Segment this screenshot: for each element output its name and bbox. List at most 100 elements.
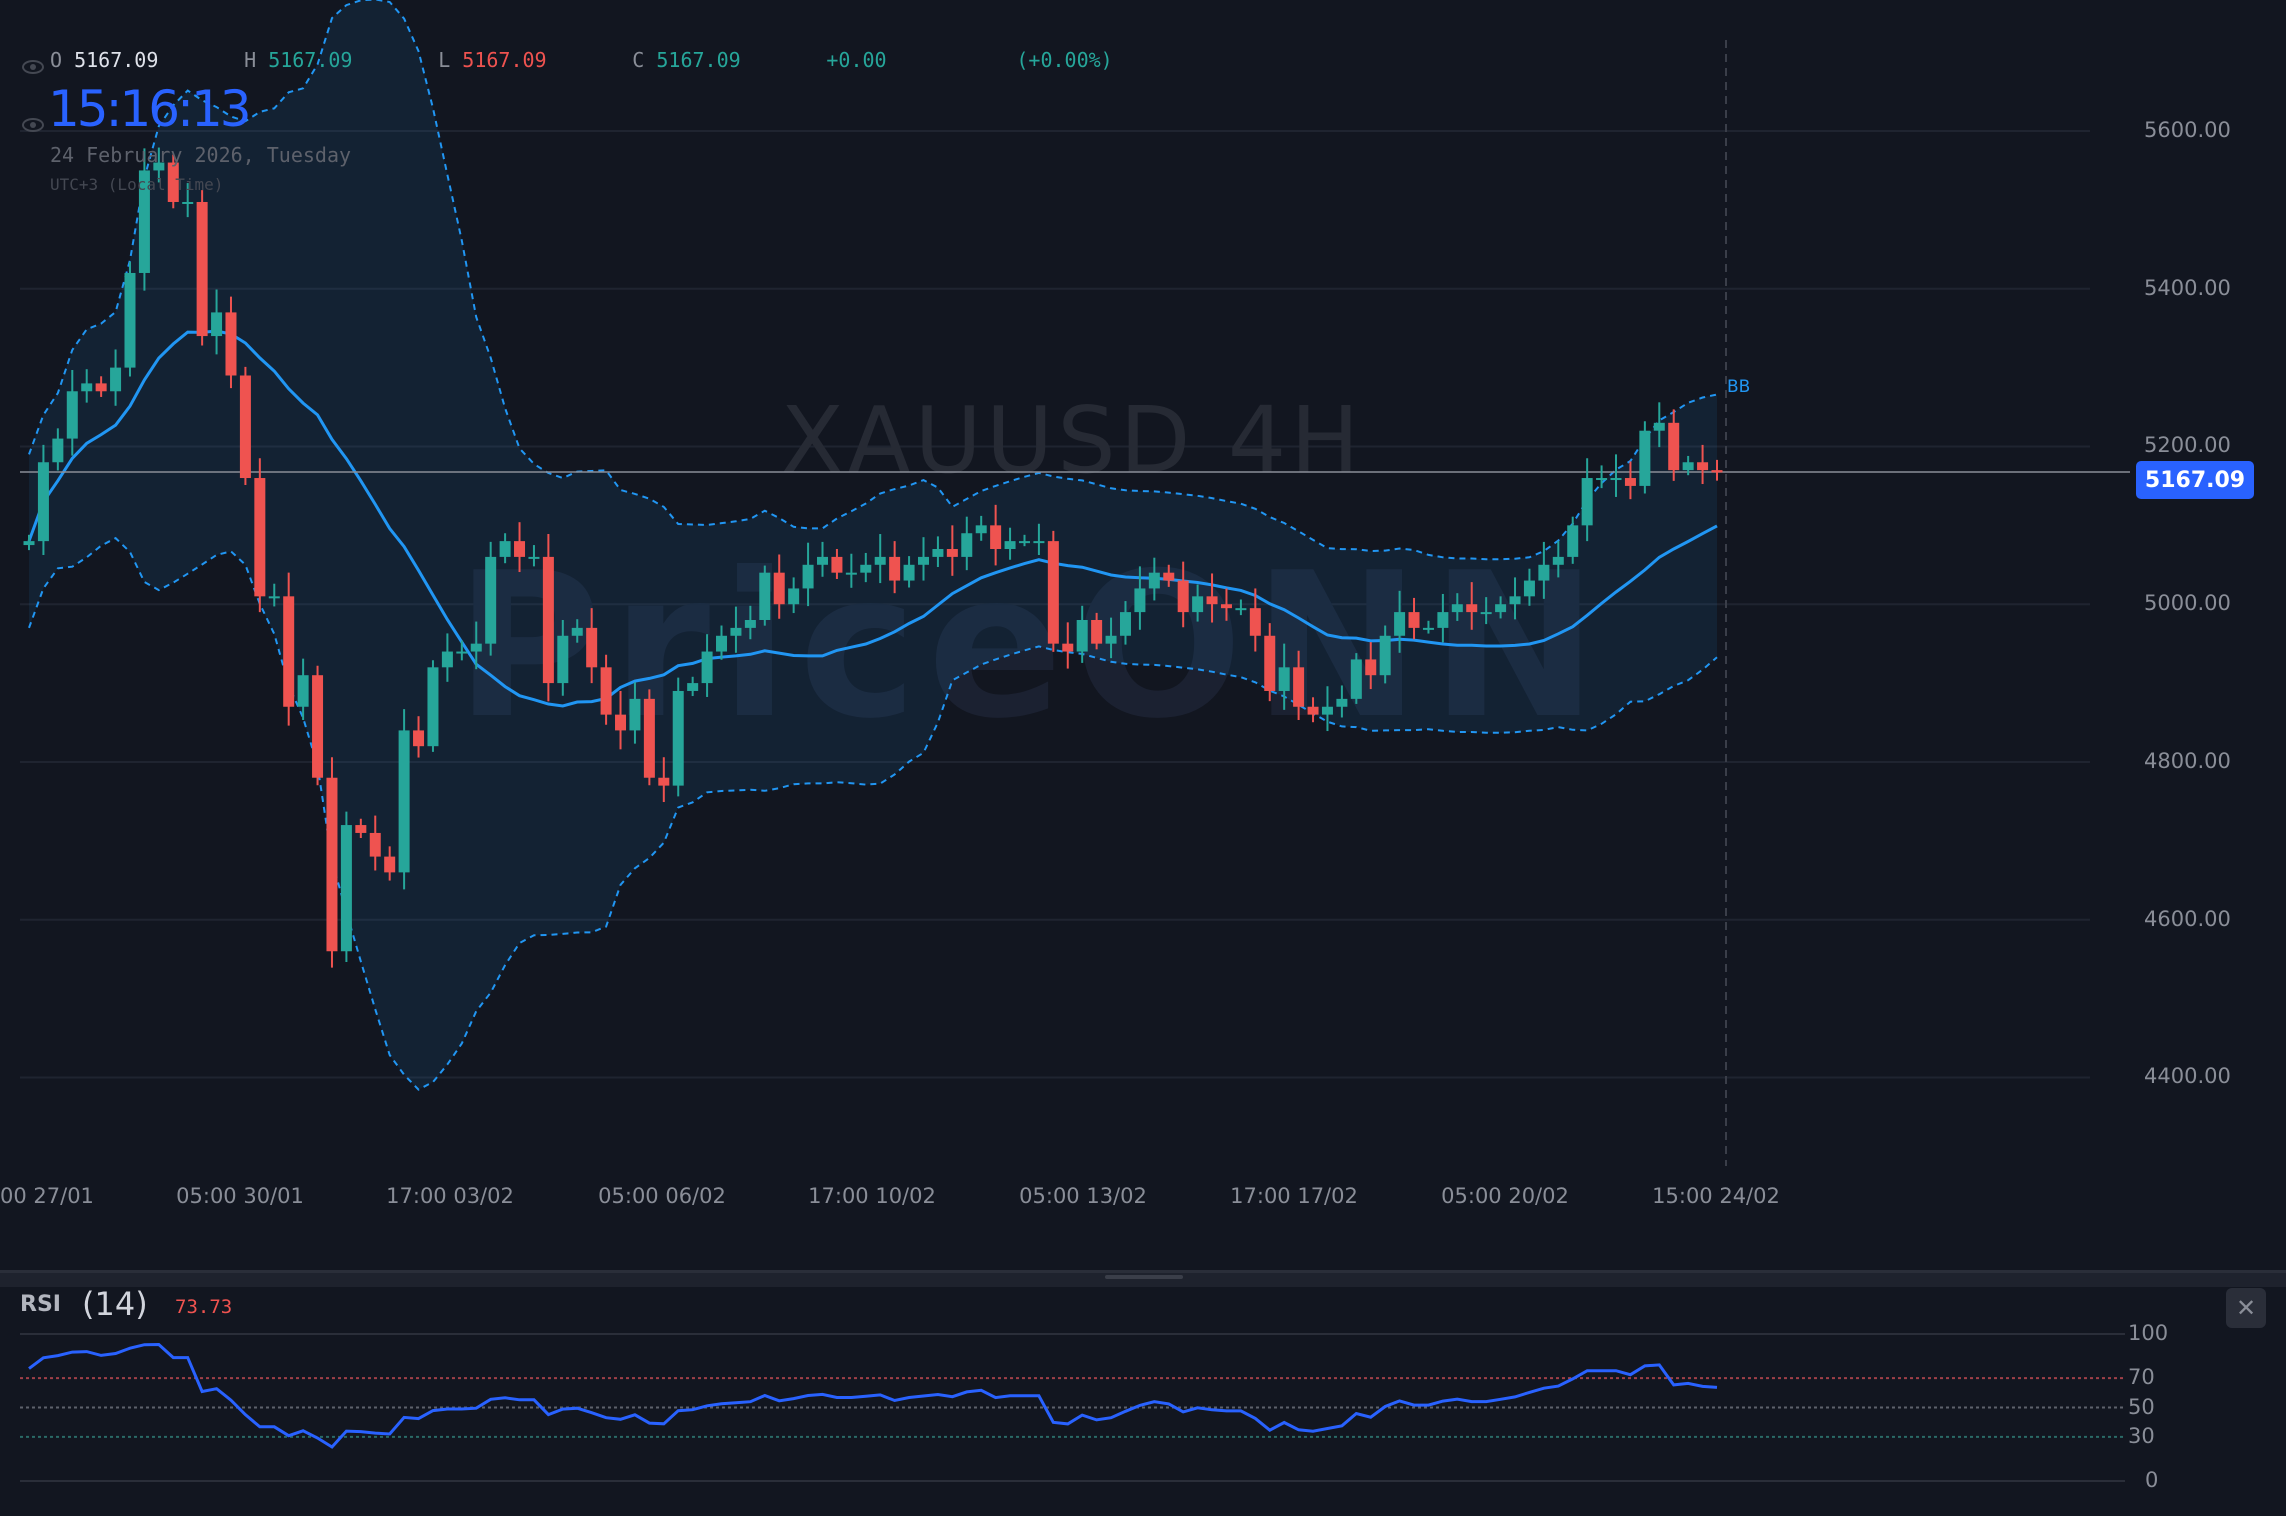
bb-label: BB	[1727, 377, 1751, 397]
candle-body	[744, 619, 756, 628]
candle-body	[66, 391, 78, 439]
candle	[1538, 541, 1550, 599]
candle	[95, 376, 107, 397]
time-axis-label: 17:00 17/02	[1230, 1184, 1358, 1208]
candle	[1350, 653, 1362, 704]
current-price-tag: 5167.09	[2136, 461, 2254, 499]
candle	[138, 148, 150, 291]
eye-icon[interactable]	[22, 60, 44, 74]
candle-body	[254, 478, 266, 597]
candle-body	[917, 556, 929, 565]
candle-body	[1321, 706, 1333, 715]
candle	[1437, 593, 1449, 643]
candle	[153, 147, 165, 183]
low-value: 5167.09	[462, 48, 547, 72]
candle-body	[1509, 596, 1521, 605]
candle-body	[629, 698, 641, 731]
rsi-value: 73.73	[175, 1296, 233, 1318]
candle	[946, 525, 958, 576]
candle-body	[1610, 478, 1622, 481]
candle-body	[860, 564, 872, 573]
candle	[744, 605, 756, 640]
candle-body	[1105, 635, 1117, 644]
candle	[874, 534, 886, 584]
price-axis-label: 4600.00	[2144, 906, 2231, 931]
candle-body	[1264, 635, 1276, 691]
candle	[1552, 541, 1564, 578]
candle-body	[1682, 462, 1694, 471]
candle	[1018, 534, 1030, 547]
candle-body	[239, 375, 251, 479]
candle-body	[1711, 470, 1723, 473]
candle-body	[658, 777, 670, 786]
candle	[427, 660, 439, 752]
candle	[1062, 622, 1074, 669]
resize-handle[interactable]	[1105, 1275, 1183, 1279]
candle-body	[211, 312, 223, 337]
candle-body	[1163, 572, 1175, 581]
candle	[1220, 588, 1232, 621]
candle	[1105, 617, 1117, 659]
price-axis-label: 5200.00	[2144, 433, 2231, 458]
candle-body	[456, 651, 468, 654]
clock-date: 24 February 2026, Tuesday	[50, 143, 352, 167]
candle	[23, 534, 35, 551]
price-axis-label: 5000.00	[2144, 591, 2231, 616]
candle	[485, 541, 497, 656]
candle-body	[542, 556, 554, 684]
close-label: C	[632, 48, 645, 72]
candle	[917, 537, 929, 581]
candle	[1076, 605, 1088, 663]
bb-fill	[29, 0, 1717, 1090]
candle	[1249, 588, 1261, 652]
candle-body	[1235, 608, 1247, 611]
candle	[643, 689, 655, 786]
candle	[398, 709, 410, 890]
candle-body	[946, 549, 958, 557]
high-value: 5167.09	[268, 48, 353, 72]
candle-body	[413, 730, 425, 747]
candle-body	[1148, 572, 1160, 589]
candle	[1379, 625, 1391, 684]
candle-body	[1653, 422, 1665, 431]
candle-body	[1422, 627, 1434, 630]
eye-icon[interactable]	[22, 118, 44, 132]
candle	[384, 846, 396, 881]
candle	[1091, 612, 1103, 650]
candle	[658, 757, 670, 803]
candle	[1451, 593, 1463, 621]
rsi-axis-label: 70	[2128, 1365, 2155, 1390]
candle-body	[1596, 478, 1608, 481]
candle	[470, 621, 482, 670]
candle	[225, 296, 237, 389]
candle-body	[903, 564, 915, 581]
candle	[1624, 461, 1636, 500]
rsi-plot	[20, 1333, 2125, 1482]
candle-body	[1220, 604, 1232, 609]
candle-body	[499, 541, 511, 557]
candle-body	[831, 556, 843, 573]
candle	[110, 349, 122, 406]
rsi-axis-label: 50	[2128, 1394, 2155, 1419]
candle-body	[1437, 612, 1449, 628]
candle-body	[1047, 541, 1059, 644]
change-percent: (+0.00%)	[1016, 48, 1113, 72]
candles	[23, 147, 1723, 968]
candle	[528, 545, 540, 567]
candle-body	[759, 572, 771, 620]
close-rsi-button[interactable]: ✕	[2226, 1288, 2266, 1328]
candle-body	[1350, 659, 1362, 699]
candle-body	[1581, 478, 1593, 526]
candle	[254, 458, 266, 613]
candle-body	[1177, 580, 1189, 613]
candle-body	[1523, 580, 1535, 597]
candle-body	[124, 272, 136, 368]
candle-body	[326, 777, 338, 952]
candle-body	[1206, 596, 1218, 605]
candle	[759, 565, 771, 626]
candle	[961, 516, 973, 571]
candle	[81, 369, 93, 403]
price-axis-label: 4400.00	[2144, 1064, 2231, 1089]
rsi-title: RSI	[20, 1292, 61, 1317]
